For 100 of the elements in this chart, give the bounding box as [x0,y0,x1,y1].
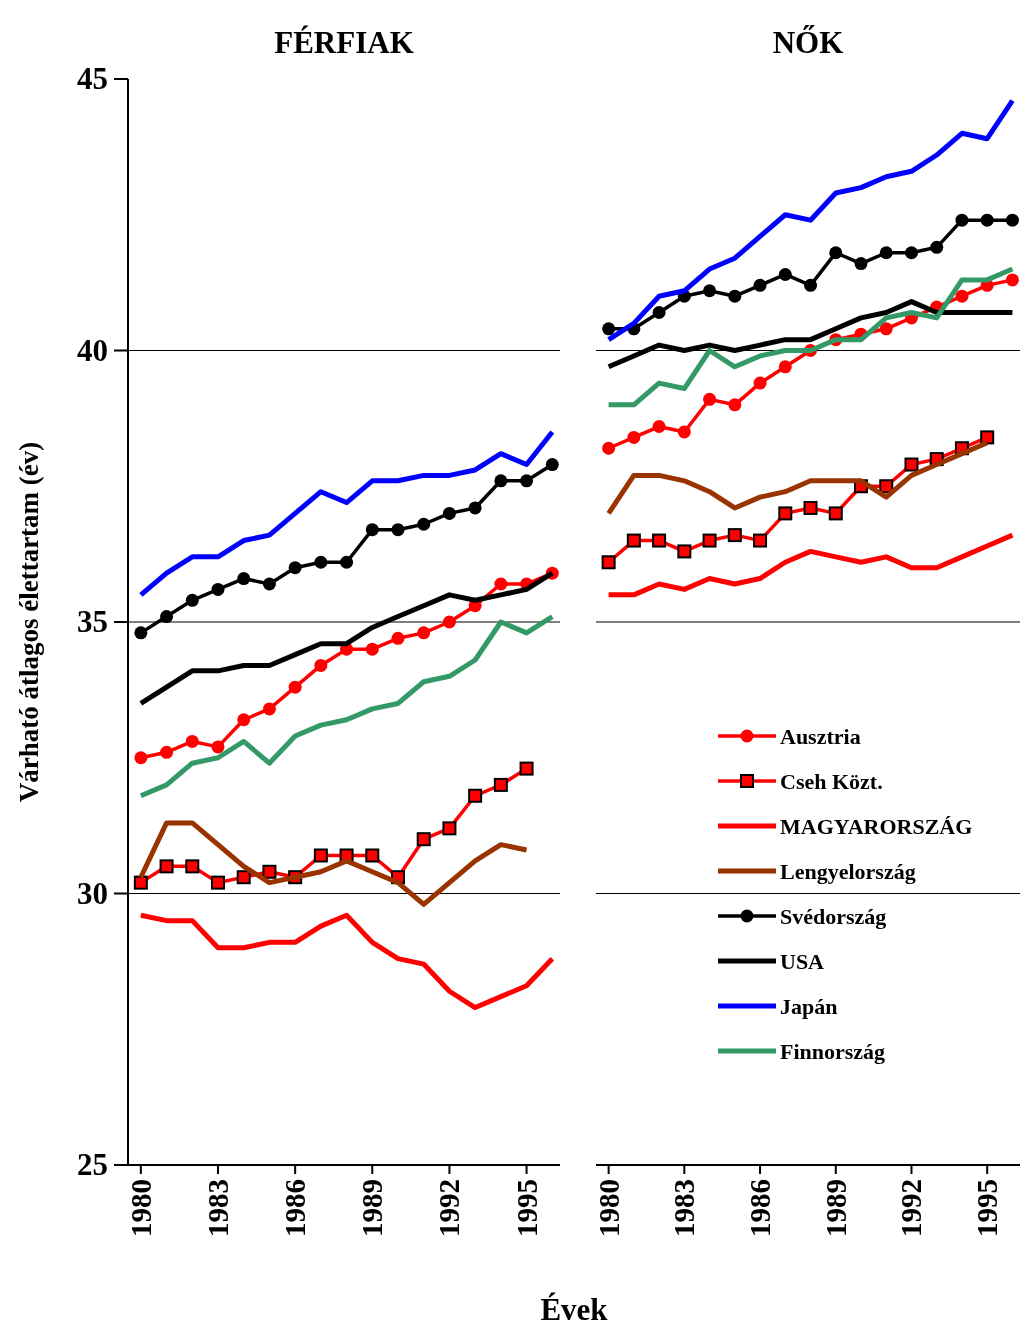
point [753,278,767,292]
point [211,582,225,596]
point [803,500,818,515]
point [652,533,667,548]
point [288,561,302,575]
point [778,267,792,281]
point [879,322,893,336]
point [627,430,641,444]
point [930,240,944,254]
point [313,848,328,863]
x-tick-label: 1995 [971,1179,1004,1237]
point [955,289,969,303]
point [468,788,483,803]
point [314,658,328,672]
point [468,501,482,515]
point [185,734,199,748]
point [365,523,379,537]
point [262,577,276,591]
point [828,506,843,521]
x-tick-label: 1995 [510,1179,543,1237]
legend-label: Svédország [780,904,887,929]
point [753,533,768,548]
point [727,528,742,543]
point [134,751,148,765]
y-tick-label: 30 [77,875,108,911]
point [493,777,508,792]
x-tick-label: 1983 [668,1179,701,1237]
point [185,593,199,607]
point [262,864,277,879]
point [1005,213,1019,227]
legend-label: MAGYARORSZÁG [780,814,973,839]
point [703,392,717,406]
x-tick-label: 1980 [124,1179,157,1237]
point [955,213,969,227]
point [211,875,225,890]
point [854,257,868,271]
point [159,859,174,874]
x-tick-label: 1983 [202,1179,234,1237]
point [728,398,742,412]
x-tick-label: 1992 [895,1179,928,1237]
point [519,761,534,776]
point [185,859,200,874]
point [626,533,641,548]
point [753,376,767,390]
point [829,246,843,260]
point [237,713,251,727]
legend-label: Lengyelország [780,859,916,884]
point [365,642,379,656]
x-tick-label: 1989 [819,1179,852,1237]
y-tick-label: 35 [77,604,108,639]
point [442,506,456,520]
point [133,875,148,890]
point [804,278,818,292]
y-tick-label: 45 [77,61,108,96]
point [391,631,405,645]
point [1005,273,1019,287]
point [237,572,251,586]
point [602,441,616,455]
point [904,457,919,472]
point [442,821,457,836]
x-tick-label: 1989 [356,1179,389,1237]
y-tick-label: 40 [77,332,108,368]
x-axis-title: Évek [540,1292,609,1327]
point [365,848,380,863]
point [677,544,692,559]
point [601,555,616,570]
point [652,420,666,434]
point [442,615,456,629]
point [702,533,717,548]
point [262,702,276,716]
point [340,555,354,569]
point [160,610,174,624]
point [520,474,534,488]
point [416,832,431,847]
point [236,870,251,885]
point [494,474,508,488]
point [134,626,148,640]
point [980,213,994,227]
y-axis-title: Várható átlagos élettartam (év) [14,441,44,803]
point [980,430,995,445]
point [652,305,666,319]
point [602,322,616,336]
legend-label: USA [780,949,825,974]
x-tick-label: 1980 [592,1179,625,1237]
y-tick-label: 25 [77,1147,108,1182]
point [728,289,742,303]
point [904,246,918,260]
point [160,745,174,759]
chart-title: FÉRFIAK [274,25,414,60]
legend-label: Japán [780,994,838,1019]
point [417,517,431,531]
x-tick-label: 1986 [279,1179,312,1237]
point [677,425,691,439]
legend-label: Finnország [780,1039,886,1064]
point [778,360,792,374]
legend-label: Ausztria [780,724,861,749]
point [879,246,893,260]
point [778,506,793,521]
point [417,626,431,640]
legend-label: Cseh Közt. [780,769,883,794]
